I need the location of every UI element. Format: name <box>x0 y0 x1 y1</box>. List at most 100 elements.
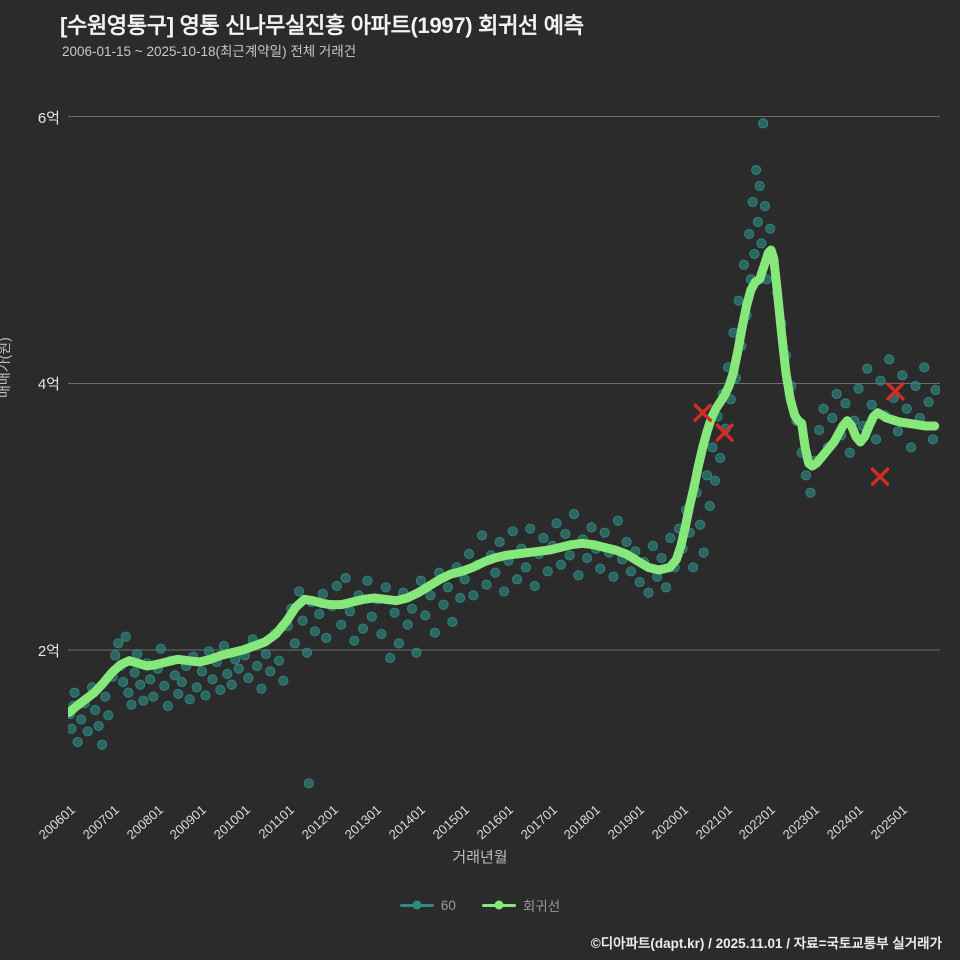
scatter-point <box>82 726 93 737</box>
plot-svg <box>68 116 940 789</box>
x-tick-label: 202201 <box>736 802 779 843</box>
scatter-point <box>301 647 313 658</box>
scatter-point <box>621 536 632 548</box>
scatter-point <box>331 580 342 592</box>
scatter-point <box>233 663 244 674</box>
scatter-point <box>129 667 140 678</box>
x-tick-label: 201401 <box>385 802 429 843</box>
scatter-point <box>707 442 718 453</box>
scatter-point <box>169 670 180 681</box>
scatter-point <box>551 518 562 529</box>
scatter-point <box>754 180 765 192</box>
scatter-point <box>317 588 328 600</box>
legend-label: 회귀선 <box>522 899 561 914</box>
scatter-point <box>704 500 715 512</box>
x-tick-label: 202101 <box>692 802 735 843</box>
regression-line <box>68 245 940 718</box>
scatter-point <box>278 675 289 686</box>
scatter-point <box>643 587 654 598</box>
scatter-point <box>870 434 882 445</box>
y-tick-label: 2억 <box>37 643 60 660</box>
scatter-point <box>260 648 271 660</box>
scatter-point <box>93 720 104 732</box>
scatter-point <box>76 714 87 725</box>
scatter-point <box>752 216 763 228</box>
scatter-point <box>906 442 917 453</box>
scatter-point <box>494 536 505 548</box>
scatter-point <box>184 694 195 705</box>
scatter-point <box>222 668 233 680</box>
scatter-point <box>207 674 218 685</box>
scatter-point <box>747 196 758 208</box>
scatter-point <box>498 586 510 597</box>
legend-item[interactable]: 60 <box>399 898 456 913</box>
scatter-point <box>366 611 377 622</box>
legend-item[interactable]: 회귀선 <box>481 895 561 915</box>
scatter-point <box>599 527 610 538</box>
x-tick-label: 202301 <box>779 802 823 843</box>
scatter-point <box>289 638 300 649</box>
scatter-point <box>709 475 721 486</box>
scatter-point <box>420 610 431 621</box>
scatter-point <box>586 522 597 533</box>
legend-swatch-icon <box>481 903 516 907</box>
x-tick-label: 201501 <box>429 802 473 843</box>
x-tick-label: 201601 <box>473 802 516 843</box>
scatter-point <box>749 248 760 260</box>
scatter-point <box>294 586 305 597</box>
scatter-point <box>273 655 285 666</box>
legend-swatch-icon <box>399 903 434 907</box>
scatter-point <box>840 398 851 409</box>
scatter-point <box>429 627 440 638</box>
x-tick-label: 202501 <box>867 802 910 843</box>
scatter-point <box>625 566 637 577</box>
scatter-point <box>69 687 80 698</box>
scatter-point <box>118 676 129 688</box>
scatter-point <box>698 547 709 558</box>
scatter-point <box>512 574 523 585</box>
scatter-point <box>442 582 454 593</box>
x-tick-label: 200701 <box>79 802 122 843</box>
scatter-point <box>688 562 699 573</box>
scatter-point <box>455 592 466 604</box>
scatter-point <box>930 384 940 396</box>
scatter-point <box>800 470 812 481</box>
x-tick-label: 200801 <box>123 802 166 843</box>
scatter-point <box>468 590 479 601</box>
scatter-point <box>336 619 347 630</box>
scatter-point <box>357 623 369 634</box>
scatter-point <box>733 295 744 306</box>
x-tick-label: 201901 <box>604 802 648 843</box>
scatter-point <box>831 388 842 400</box>
scatter-point <box>162 700 173 712</box>
outlier-markers <box>693 382 905 486</box>
scatter-point <box>595 563 606 574</box>
outlier-x-icon <box>693 403 712 422</box>
scatter-point <box>303 778 314 789</box>
scatter-point <box>520 562 531 573</box>
scatter-point <box>923 396 934 408</box>
scatter-point <box>406 603 418 614</box>
scatter-point <box>919 362 930 373</box>
footer-credit: ©디아파트(dapt.kr) / 2025.11.01 / 자료=국토교통부 실… <box>590 936 942 951</box>
scatter-point <box>529 580 540 592</box>
scatter-point <box>490 567 501 578</box>
scatter-point <box>243 672 254 684</box>
scatter-point <box>608 571 619 582</box>
scatter-point <box>463 548 475 560</box>
scatter-point <box>226 679 237 690</box>
scatter-point <box>103 710 114 721</box>
scatter-point <box>647 540 658 552</box>
y-tick-label: 4억 <box>37 376 60 394</box>
scatter-point <box>459 574 470 585</box>
page-title: [수원영통구] 영통 신나무실진흥 아파트(1997) 회귀선 예측 <box>60 13 584 38</box>
scatter-point <box>265 666 276 677</box>
scatter-point <box>853 383 864 394</box>
scatter-point <box>148 691 159 702</box>
scatter-point <box>884 354 895 365</box>
scatter-point <box>844 447 855 458</box>
x-tick-label: 201801 <box>561 802 604 843</box>
legend: 60 회귀선 <box>0 895 960 915</box>
scatter-point <box>218 640 229 652</box>
